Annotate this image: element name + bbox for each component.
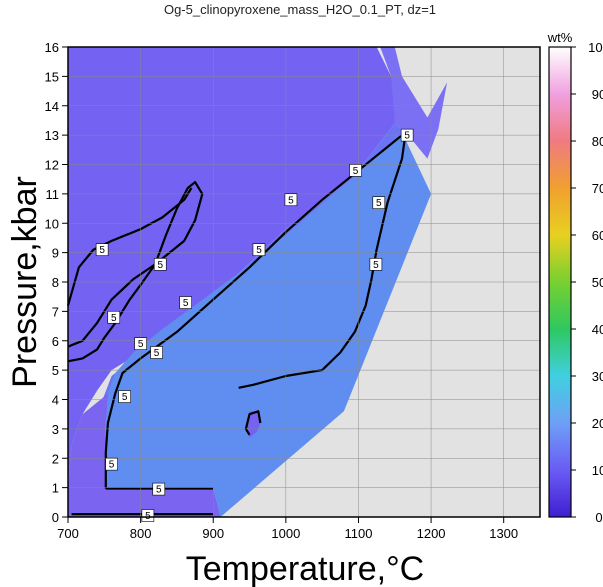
contour-label-15: 5 [157, 260, 163, 271]
y-tick-label-3: 3 [52, 422, 59, 437]
colorbar-tick-label-8: 80 [592, 134, 603, 149]
contour-label-box-14 [95, 243, 109, 256]
contour-label-box-8 [284, 193, 298, 207]
contour-label-box-1 [152, 482, 166, 496]
contour-label-box-9 [349, 164, 362, 177]
contour-label-3: 5 [122, 392, 128, 403]
y-tick-label-9: 9 [52, 246, 59, 261]
contour-label-2: 5 [109, 460, 115, 471]
colorbar-tick-label-0: 0 [595, 510, 602, 525]
x-axis-label: Temperature,°C [186, 550, 424, 587]
y-tick-label-7: 7 [52, 304, 59, 319]
y-tick-label-11: 11 [46, 187, 60, 202]
y-tick-label-2: 2 [52, 451, 59, 466]
contour-label-box-11 [369, 258, 383, 271]
x-tick-label-1: 800 [130, 526, 152, 541]
x-tick-label-5: 1200 [417, 526, 446, 541]
colored-regions [68, 47, 448, 517]
colorbar-tick-label-2: 20 [592, 416, 603, 431]
region-0 [68, 47, 402, 488]
region-5 [380, 47, 448, 159]
y-tick-label-14: 14 [45, 99, 59, 114]
contour-label-box-5 [134, 337, 147, 350]
grid-lines [67, 46, 540, 518]
y-tick-label-6: 6 [52, 334, 59, 349]
contour-label-9: 5 [353, 166, 359, 177]
x-tick-label-3: 1000 [271, 526, 300, 541]
colorbar-tick-label-1: 10 [592, 463, 603, 478]
colorbar-gradient [548, 46, 572, 518]
y-tick-label-4: 4 [52, 393, 59, 408]
contour-label-box-2 [105, 457, 118, 471]
contour-label-box-13 [107, 310, 121, 324]
contour-label-14: 5 [99, 245, 105, 256]
y-tick-label-13: 13 [45, 128, 59, 143]
y-axis-label: Pressure,kbar [6, 176, 44, 388]
x-axis-ticks: 700 800 900 1000 1100 1200 1300 [57, 517, 518, 541]
y-tick-label-0: 0 [52, 510, 59, 525]
colorbar-tick-label-4: 40 [592, 322, 603, 337]
contour-label-4: 5 [154, 348, 160, 359]
colorbar-ticks: 0 10 20 30 40 50 60 70 80 90 100 [571, 40, 603, 525]
contour-label-6: 5 [183, 298, 189, 309]
contour-label-box-15 [153, 258, 167, 271]
colorbar-tick-label-3: 30 [592, 369, 603, 384]
contour-label-box-3 [118, 390, 131, 403]
contour-lines [66, 131, 407, 516]
colorbar-tick-label-10: 100 [588, 40, 603, 55]
x-tick-label-6: 1300 [489, 526, 518, 541]
contour-label-7: 5 [256, 245, 262, 256]
contour-label-10: 5 [404, 131, 410, 142]
contour-label-1: 5 [156, 485, 162, 496]
colorbar-tick-label-6: 60 [592, 228, 603, 243]
y-tick-label-15: 15 [45, 69, 59, 84]
contour-line-3 [238, 132, 407, 389]
contour-label-13: 5 [111, 313, 117, 324]
y-tick-label-1: 1 [52, 481, 59, 496]
contour-line-5 [67, 181, 204, 363]
y-tick-label-8: 8 [52, 275, 59, 290]
chart-title: Og-5_clinopyroxene_mass_H2O_0.1_PT, dz=1 [164, 2, 436, 17]
colorbar-tick-label-5: 50 [592, 275, 603, 290]
y-tick-label-5: 5 [52, 363, 59, 378]
contour-line-2 [104, 131, 407, 489]
contour-label-box-0 [141, 509, 155, 522]
contour-label-box-7 [252, 243, 266, 256]
y-tick-label-16: 16 [45, 40, 59, 55]
contour-line-6 [66, 187, 193, 306]
x-tick-label-4: 1100 [344, 526, 372, 541]
contour-label-box-12 [372, 196, 386, 209]
colorbar: 0 10 20 30 40 50 60 70 80 90 100 wt% [547, 30, 603, 525]
contour-label-box-10 [400, 128, 414, 142]
contour-label-12: 5 [376, 198, 382, 209]
x-tick-label-2: 900 [202, 526, 224, 541]
x-tick-label-0: 700 [57, 526, 79, 541]
y-tick-label-12: 12 [45, 158, 59, 173]
colorbar-tick-label-9: 90 [592, 87, 603, 102]
contour-label-box-6 [179, 296, 192, 309]
contour-label-box-4 [150, 346, 163, 359]
colorbar-unit-label: wt% [547, 30, 573, 45]
region-2 [105, 132, 432, 517]
contour-line-4 [244, 410, 262, 436]
contour-label-11: 5 [373, 260, 379, 271]
colorbar-tick-label-7: 70 [592, 181, 603, 196]
contour-label-8: 5 [288, 195, 294, 206]
contour-label-5: 5 [138, 339, 144, 350]
y-tick-label-10: 10 [45, 216, 59, 231]
